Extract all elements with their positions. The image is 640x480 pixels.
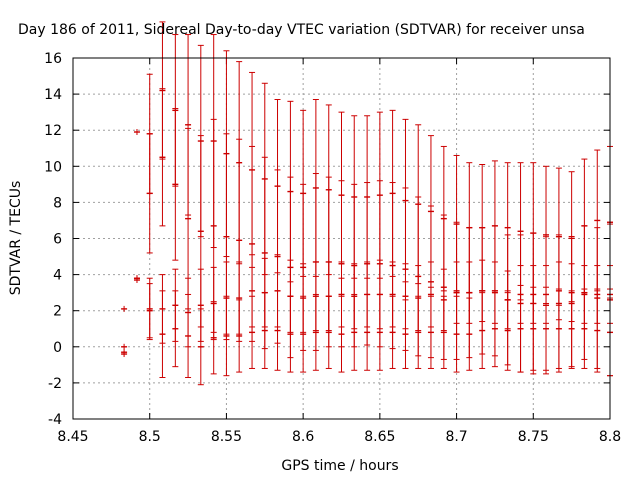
x-tick-label: 8.6	[292, 429, 314, 445]
y-tick-label: 8	[53, 195, 62, 211]
y-tick-label: -4	[48, 412, 62, 428]
y-tick-label: 14	[44, 87, 62, 103]
x-tick-label: 8.65	[364, 429, 395, 445]
x-tick-label: 8.75	[518, 429, 549, 445]
y-tick-label: 16	[44, 51, 62, 67]
tick-labels: 8.45 8.5 8.55 8.6 8.65 8.7 8.75 8.8 -4 -2 0 2 4 6 8 10 1…	[44, 51, 621, 445]
chart-title: Day 186 of 2011, Sidereal Day-to-day VTE…	[18, 22, 585, 38]
x-axis-label: GPS time / hours	[281, 458, 398, 474]
plot-frame	[72, 57, 611, 420]
y-tick-label: 0	[53, 340, 62, 356]
y-tick-label: 12	[44, 123, 62, 139]
y-tick-label: -2	[48, 376, 62, 392]
series-bottom	[121, 277, 613, 386]
x-tick-label: 8.7	[445, 429, 467, 445]
y-tick-label: 4	[53, 268, 62, 284]
x-tick-label: 8.8	[599, 429, 621, 445]
x-tick-label: 8.45	[57, 429, 88, 445]
y-axis-label: SDTVAR / TECUs	[8, 181, 24, 296]
y-tick-label: 10	[44, 159, 62, 175]
error-bars	[121, 21, 613, 386]
x-tick-label: 8.5	[139, 429, 161, 445]
y-tick-label: 6	[53, 232, 62, 248]
x-tick-label: 8.55	[211, 429, 242, 445]
y-tick-label: 2	[53, 304, 62, 320]
